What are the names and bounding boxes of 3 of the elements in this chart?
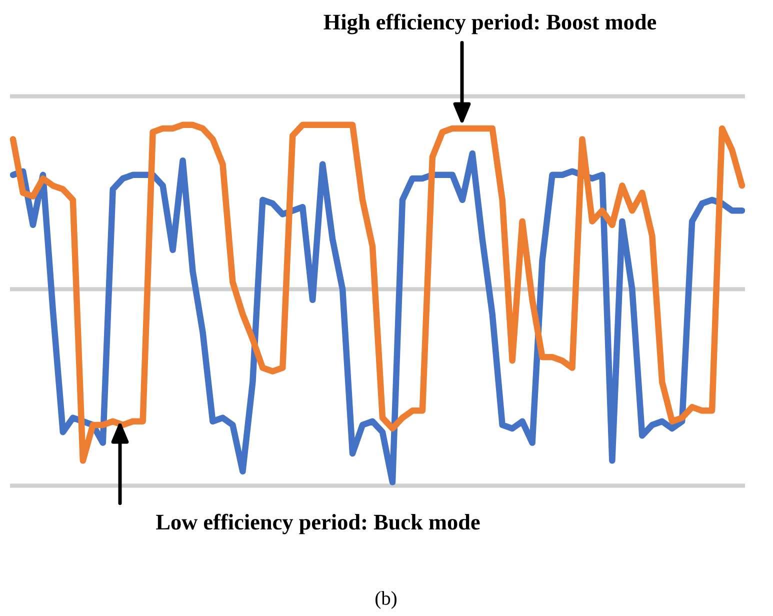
text: (b) (376, 591, 396, 609)
text: Low efficiency period: Buck mode (156, 514, 480, 534)
text: High efficiency period: Boost mode (324, 14, 656, 34)
